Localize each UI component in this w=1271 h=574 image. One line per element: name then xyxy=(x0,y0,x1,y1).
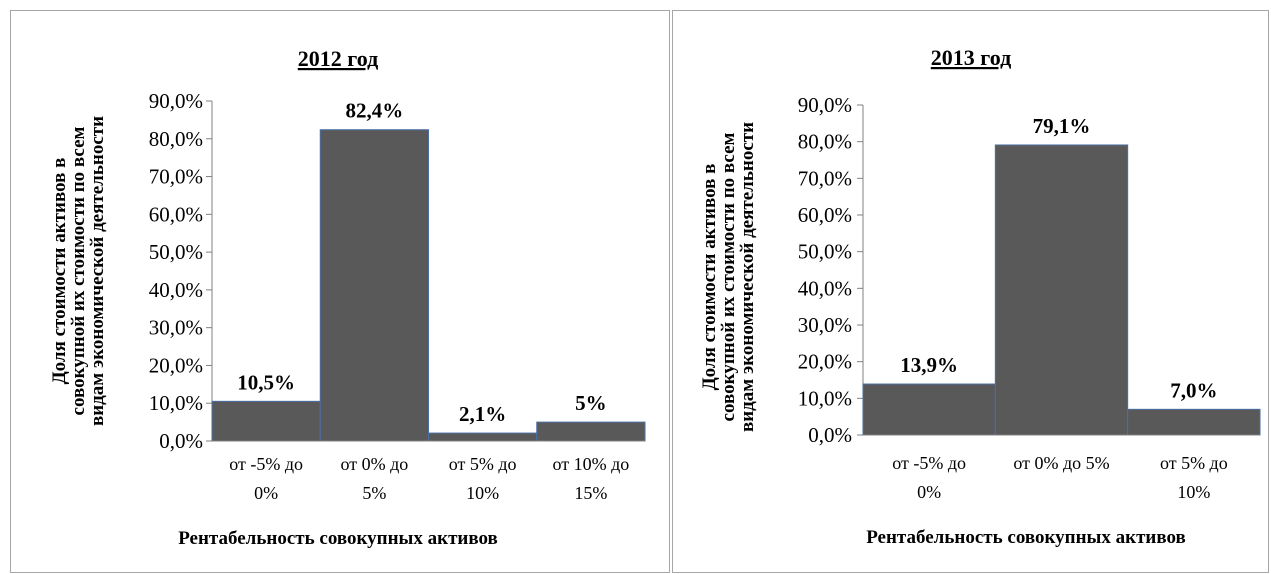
x-category-label: 10% xyxy=(1177,482,1210,502)
bar xyxy=(211,400,321,442)
data-label: 79,1% xyxy=(1033,114,1091,138)
y-tick-label: 60,0% xyxy=(798,203,852,227)
bar xyxy=(319,129,429,442)
x-category-label: от 5% до xyxy=(1160,453,1228,473)
bar xyxy=(1127,408,1261,436)
bar xyxy=(862,383,996,436)
y-tick-label: 10,0% xyxy=(798,386,852,410)
y-tick-label: 20,0% xyxy=(149,353,203,377)
chart-2013: 2013 год Доля стоимости активов всовокупн… xyxy=(699,45,1261,548)
data-label: 7,0% xyxy=(1170,378,1217,402)
x-category-label: 15% xyxy=(574,483,607,503)
y-tick-label: 90,0% xyxy=(798,93,852,117)
x-category-label: 0% xyxy=(917,482,941,502)
chart-panel-2012: 2012 год Доля стоимости активов в совокупн… xyxy=(10,10,670,573)
x-category-label: от -5% до xyxy=(229,454,303,474)
x-category-label: от 0% до xyxy=(340,454,408,474)
y-axis-title-line: видам экономической деятельности xyxy=(87,116,108,426)
bar xyxy=(536,421,646,442)
data-label: 13,9% xyxy=(900,353,958,377)
x-category-label: 5% xyxy=(362,483,386,503)
y-tick-label: 0,0% xyxy=(808,423,852,447)
y-axis-title-line: совокупной их стоимости по всем xyxy=(718,132,739,421)
y-tick-label: 90,0% xyxy=(149,89,203,113)
x-category-label: 0% xyxy=(254,483,278,503)
y-tick-label: 60,0% xyxy=(149,202,203,226)
x-axis-title: Рентабельность совокупных активов xyxy=(178,528,498,549)
data-label: 10,5% xyxy=(237,370,295,394)
bar xyxy=(994,144,1129,436)
chart-2012: 2012 год Доля стоимости активов всовокупн… xyxy=(49,46,646,549)
x-category-label: от -5% до xyxy=(892,453,966,473)
x-category-label: от 5% до xyxy=(449,454,517,474)
y-tick-label: 50,0% xyxy=(798,240,852,264)
y-tick-label: 10,0% xyxy=(149,391,203,415)
x-category-label: 10% xyxy=(466,483,499,503)
y-tick-label: 50,0% xyxy=(149,240,203,264)
y-axis-title-line: Доля стоимости активов в xyxy=(49,158,70,385)
y-axis-title-line: Доля стоимости активов в xyxy=(699,164,720,391)
y-tick-label: 80,0% xyxy=(798,130,852,154)
x-axis-title: Рентабельность совокупных активов xyxy=(866,527,1186,548)
data-label: 82,4% xyxy=(346,99,404,123)
chart-panel-2013: 2013 год Доля стоимости активов в совокупн… xyxy=(672,10,1269,573)
y-axis-title-line: видам экономической деятельности xyxy=(737,122,758,432)
bar xyxy=(428,432,538,442)
y-tick-label: 20,0% xyxy=(798,350,852,374)
y-tick-label: 70,0% xyxy=(798,166,852,190)
chart-title: 2012 год xyxy=(298,46,378,71)
x-category-label: от 0% до 5% xyxy=(1013,453,1109,473)
data-label: 2,1% xyxy=(459,402,506,426)
x-category-label: от 10% до xyxy=(552,454,629,474)
y-tick-label: 0,0% xyxy=(159,429,203,453)
chart-title: 2013 год xyxy=(931,45,1011,70)
data-label: 5% xyxy=(575,391,607,415)
y-tick-label: 40,0% xyxy=(798,276,852,300)
y-tick-label: 70,0% xyxy=(149,165,203,189)
y-tick-label: 40,0% xyxy=(149,278,203,302)
y-axis-title-line: совокупной их стоимости по всем xyxy=(68,126,89,415)
y-tick-label: 30,0% xyxy=(798,313,852,337)
y-tick-label: 30,0% xyxy=(149,316,203,340)
y-tick-label: 80,0% xyxy=(149,127,203,151)
